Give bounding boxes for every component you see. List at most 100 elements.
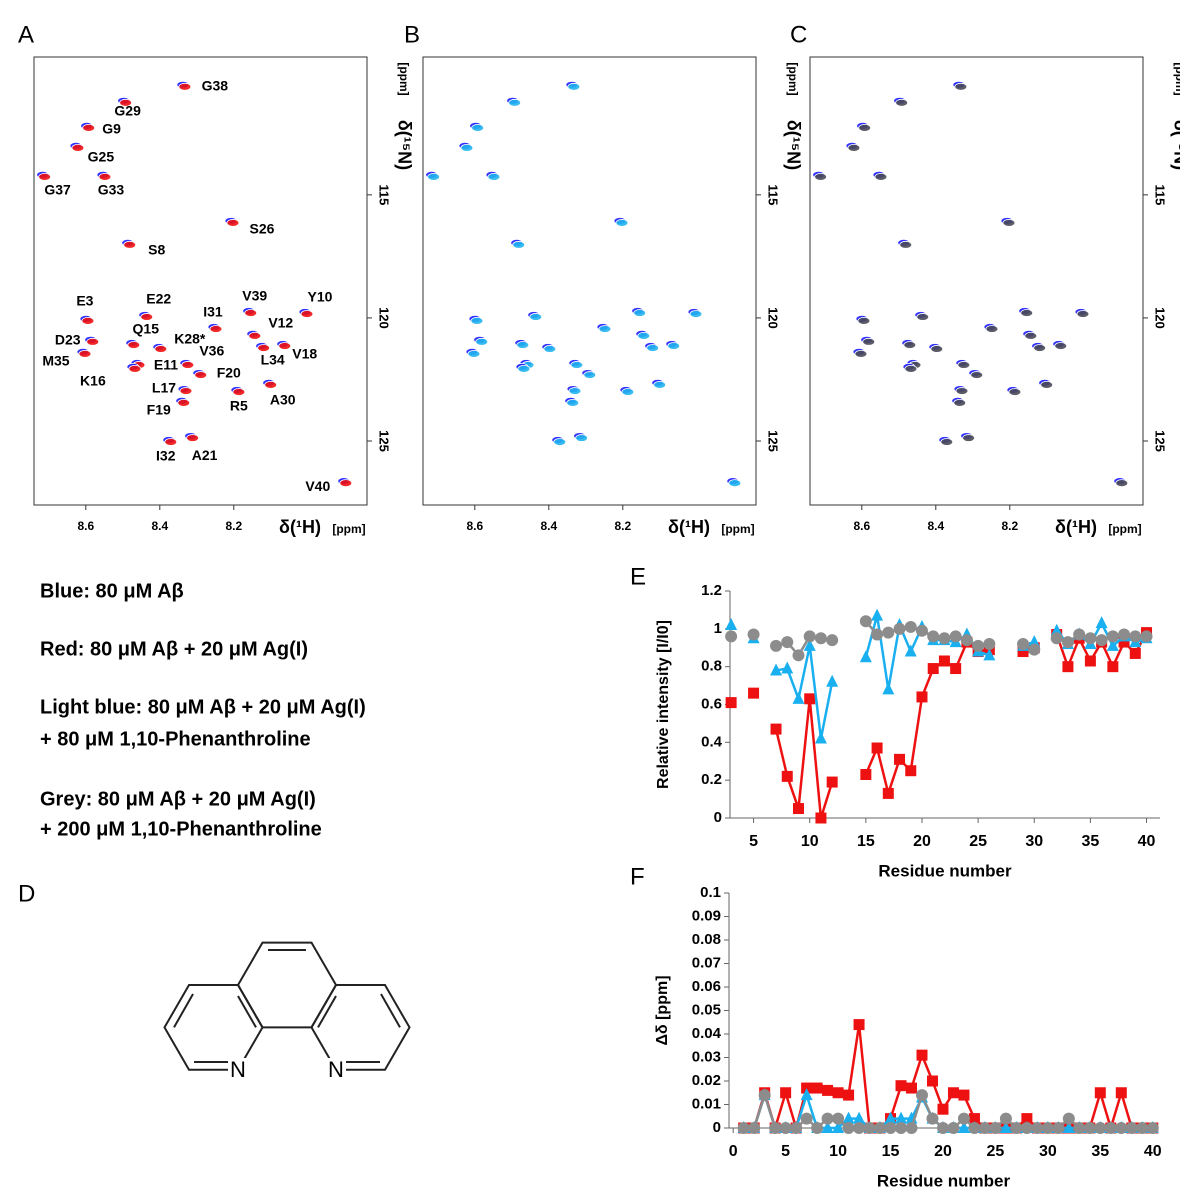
marker bbox=[938, 655, 950, 667]
marker bbox=[853, 1122, 866, 1134]
x-tick-label: 5 bbox=[749, 833, 758, 850]
marker bbox=[737, 1122, 750, 1134]
marker bbox=[1017, 646, 1029, 658]
y-tick-label: 0.2 bbox=[701, 771, 722, 788]
x-axis-unit: [ppm] bbox=[332, 522, 365, 536]
marker bbox=[770, 639, 783, 652]
marker bbox=[803, 638, 816, 651]
peak bbox=[264, 380, 278, 389]
x-axis-unit: [ppm] bbox=[1108, 522, 1141, 536]
x-tick-label: 0 bbox=[729, 1143, 738, 1160]
marker bbox=[832, 1087, 844, 1099]
marker bbox=[1095, 616, 1108, 629]
peak bbox=[567, 82, 581, 91]
peak bbox=[970, 371, 984, 379]
peak bbox=[487, 172, 501, 181]
x-tick-label: 8.2 bbox=[614, 519, 631, 533]
marker bbox=[792, 691, 805, 704]
peak bbox=[1008, 388, 1022, 396]
marker bbox=[895, 1122, 908, 1134]
y-axis-label: δ(¹⁵N) bbox=[1170, 120, 1180, 170]
peak-label: G33 bbox=[98, 182, 125, 198]
peak bbox=[930, 345, 944, 353]
peak bbox=[568, 387, 582, 395]
marker bbox=[770, 723, 782, 735]
peak bbox=[82, 124, 96, 132]
marker bbox=[748, 687, 760, 699]
x-tick-label: 25 bbox=[987, 1143, 1005, 1160]
peak-label: G9 bbox=[102, 121, 121, 137]
marker bbox=[989, 1122, 1002, 1134]
x-tick-label: 8.2 bbox=[225, 519, 242, 533]
y-tick-label: 0.07 bbox=[692, 954, 721, 971]
peak bbox=[553, 438, 567, 446]
y-tick-label: 115 bbox=[377, 184, 392, 205]
marker bbox=[859, 615, 872, 628]
marker bbox=[1031, 1122, 1044, 1134]
marker bbox=[871, 628, 884, 641]
y-tick-label: 0.8 bbox=[701, 658, 722, 675]
x-axis-unit: [ppm] bbox=[721, 522, 754, 536]
y-tick-label: 0.6 bbox=[701, 695, 722, 712]
x-tick-label: 8.2 bbox=[1001, 519, 1018, 533]
marker bbox=[958, 1089, 970, 1101]
marker bbox=[926, 1075, 938, 1087]
y-tick-label: 125 bbox=[1153, 430, 1168, 452]
peak bbox=[543, 345, 557, 353]
peak-label: S8 bbox=[148, 242, 165, 258]
atom-mask bbox=[228, 1058, 248, 1082]
condition-text: Blue: 80 μM Aβ bbox=[40, 580, 184, 602]
plot-frame bbox=[809, 56, 1144, 506]
marker bbox=[895, 1080, 907, 1092]
peak bbox=[953, 398, 967, 407]
marker bbox=[871, 608, 884, 621]
peak bbox=[667, 342, 681, 350]
peak bbox=[916, 313, 930, 321]
marker bbox=[1115, 1122, 1128, 1134]
marker bbox=[1129, 647, 1141, 659]
marker bbox=[871, 742, 883, 754]
peak bbox=[467, 349, 481, 358]
marker bbox=[1083, 1122, 1096, 1134]
marker bbox=[884, 1111, 897, 1124]
marker bbox=[960, 634, 973, 647]
peak bbox=[1024, 332, 1038, 340]
peak bbox=[904, 364, 918, 373]
peak bbox=[98, 172, 112, 181]
marker bbox=[916, 691, 928, 703]
peak bbox=[957, 361, 971, 369]
peak-label: V39 bbox=[242, 288, 267, 304]
peak bbox=[78, 349, 92, 358]
marker bbox=[1017, 637, 1030, 650]
x-tick-label: 15 bbox=[857, 833, 875, 850]
marker bbox=[842, 1122, 855, 1134]
peak bbox=[81, 316, 95, 325]
y-tick-label: 115 bbox=[1153, 184, 1168, 205]
y-tick-label: 0.09 bbox=[692, 907, 721, 924]
marker bbox=[853, 1019, 865, 1031]
marker bbox=[937, 1103, 949, 1115]
marker bbox=[1094, 1087, 1106, 1099]
marker bbox=[916, 1049, 928, 1061]
x-tick-label: 35 bbox=[1091, 1143, 1109, 1160]
marker bbox=[863, 1122, 876, 1134]
marker bbox=[821, 1112, 834, 1125]
peak-label: E22 bbox=[146, 291, 171, 307]
peak-label: S26 bbox=[249, 221, 274, 237]
y-tick-label: 120 bbox=[377, 307, 392, 329]
x-tick-label: 15 bbox=[882, 1143, 900, 1160]
marker bbox=[1106, 630, 1119, 643]
peak-label: F20 bbox=[217, 365, 241, 381]
marker bbox=[968, 1113, 980, 1125]
peak-label: A30 bbox=[270, 392, 296, 408]
peak bbox=[164, 438, 178, 446]
peak bbox=[1054, 342, 1068, 350]
panel-label: A bbox=[18, 21, 34, 48]
x-axis-label: Residue number bbox=[878, 861, 1012, 880]
x-tick-label: 8.6 bbox=[77, 519, 94, 533]
peak bbox=[1115, 479, 1129, 488]
y-tick-label: 120 bbox=[1153, 307, 1168, 329]
ring bbox=[236, 941, 338, 1029]
y-axis-unit: [ppm] bbox=[1173, 62, 1180, 95]
